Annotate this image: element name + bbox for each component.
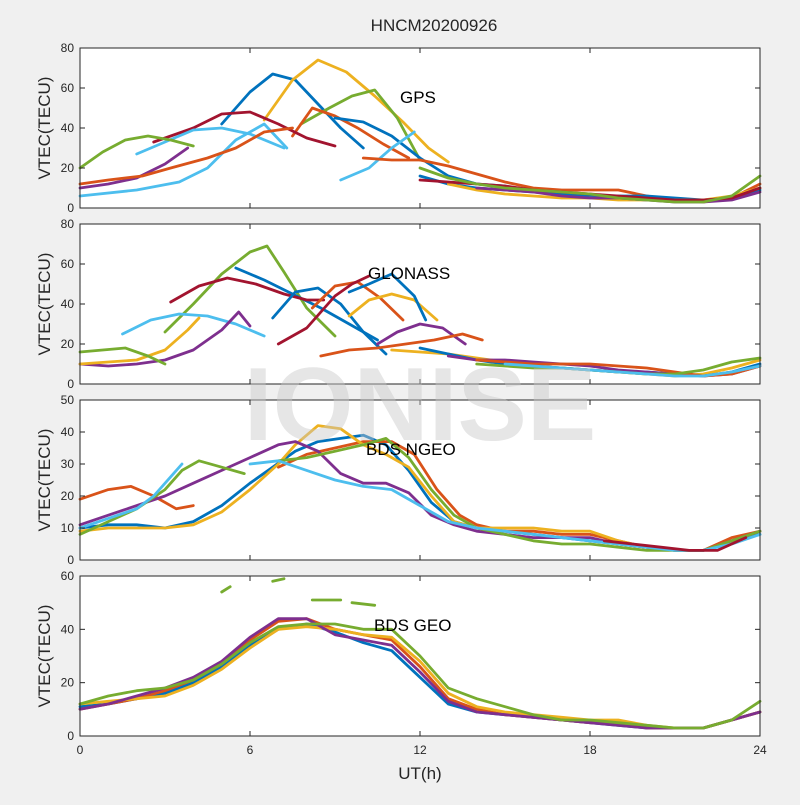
series-line-4: [291, 106, 411, 160]
series-line-0: [220, 72, 365, 150]
series-line-9: [78, 126, 294, 186]
panel-3: 0 20 40 60 0 6 12 18 24 VTEC(TECU) BDS GEO: [35, 569, 767, 757]
y-tick-label: 20: [61, 489, 75, 503]
y-tick-label: 50: [61, 393, 75, 407]
panel-label: GPS: [400, 88, 436, 107]
series-line-1: [262, 58, 450, 164]
x-tick-label: 18: [583, 743, 597, 757]
panel-2: 0 10 20 30 40 50 VTEC(TECU) BDS NGEO: [35, 393, 762, 567]
series-line-5: [78, 316, 201, 366]
series-line-4: [78, 310, 252, 368]
panel-label: BDS NGEO: [366, 440, 456, 459]
series-line-11: [347, 272, 428, 322]
y-tick-label: 20: [61, 676, 75, 690]
x-tick-label: 24: [753, 743, 767, 757]
plot-area: [80, 48, 760, 208]
series-line-17: [418, 166, 762, 204]
y-axis-label: VTEC(TECU): [35, 253, 54, 356]
series-line-12: [376, 322, 467, 346]
y-tick-label: 20: [61, 337, 75, 351]
series-line-9: [602, 536, 748, 552]
series-line-1: [78, 484, 195, 511]
y-tick-label: 60: [61, 81, 75, 95]
y-tick-label: 40: [61, 297, 75, 311]
x-tick-label: 6: [247, 743, 254, 757]
figure-title: HNCM20200926: [371, 16, 498, 35]
panel-1: 0 20 40 60 80 VTEC(TECU) GLONASS: [35, 217, 762, 391]
y-tick-label: 80: [61, 41, 75, 55]
y-tick-label: 20: [61, 161, 75, 175]
y-tick-label: 0: [67, 729, 74, 743]
series-line-9: [276, 274, 371, 346]
series-line-7: [78, 134, 195, 170]
x-tick-label: 0: [77, 743, 84, 757]
y-tick-label: 60: [61, 569, 75, 583]
series-line-3: [121, 312, 266, 338]
x-tick-label: 12: [413, 743, 427, 757]
series-line-8: [248, 459, 762, 552]
series-line-6: [271, 577, 286, 583]
y-tick-label: 30: [61, 457, 75, 471]
y-tick-label: 0: [67, 377, 74, 391]
y-tick-label: 80: [61, 217, 75, 231]
y-tick-label: 40: [61, 622, 75, 636]
y-tick-label: 0: [67, 553, 74, 567]
series-line-3: [78, 122, 289, 198]
y-axis-label: VTEC(TECU): [35, 429, 54, 532]
series-line-4: [78, 622, 762, 730]
x-axis-label: UT(h): [398, 764, 441, 783]
y-axis-label: VTEC(TECU): [35, 77, 54, 180]
y-tick-label: 40: [61, 121, 75, 135]
series-line-0: [163, 244, 337, 338]
series-line-10: [347, 292, 439, 322]
series-line-7: [78, 462, 184, 530]
panel-0: 0 20 40 60 80 VTEC(TECU) GPS: [35, 41, 762, 215]
series-line-2: [169, 276, 326, 304]
series-line-5: [152, 110, 337, 148]
series-line-6: [78, 346, 167, 366]
y-tick-label: 0: [67, 201, 74, 215]
watermark: IONISE: [244, 347, 597, 463]
y-tick-label: 40: [61, 425, 75, 439]
series-line-5: [78, 459, 246, 536]
y-tick-label: 60: [61, 257, 75, 271]
series-line-3: [78, 617, 762, 730]
series-line-2: [299, 88, 422, 162]
panel-label: BDS GEO: [374, 616, 451, 635]
series-line-5: [220, 585, 232, 594]
series-line-13: [319, 332, 484, 358]
panel-label: GLONASS: [368, 264, 450, 283]
series-line-7: [271, 286, 388, 356]
y-tick-label: 10: [61, 521, 75, 535]
series-line-19: [503, 362, 762, 378]
series-line-8: [350, 601, 377, 607]
y-axis-label: VTEC(TECU): [35, 605, 54, 708]
